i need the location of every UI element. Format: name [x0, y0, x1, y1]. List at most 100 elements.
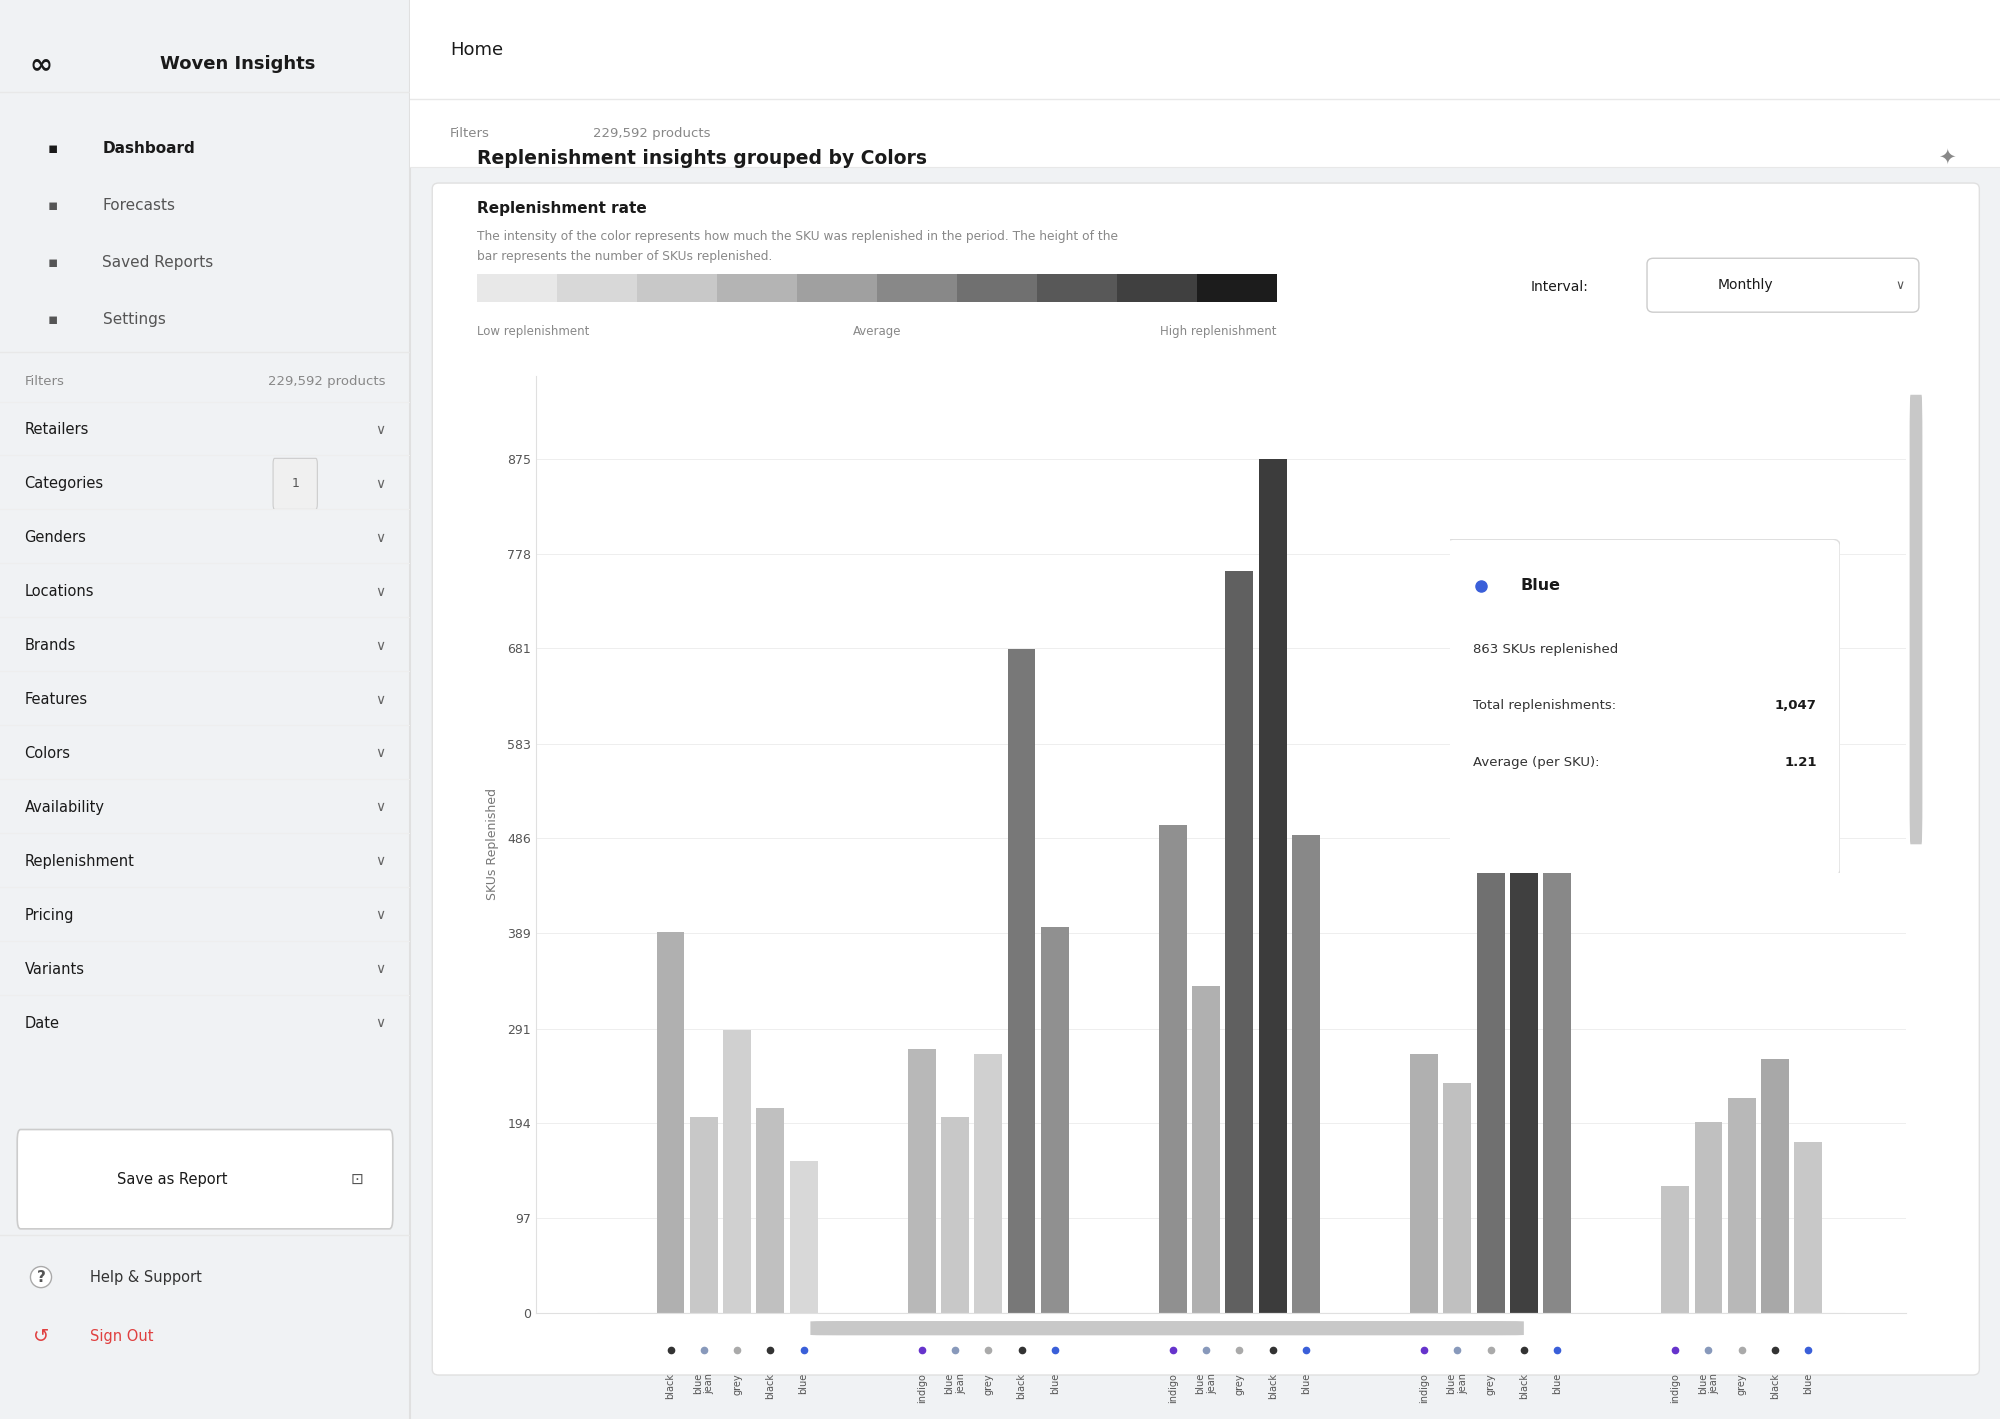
Text: ▪: ▪ [48, 199, 58, 213]
Text: ∨: ∨ [376, 854, 386, 868]
Text: Blue: Blue [1520, 579, 1560, 593]
Bar [1794, 1142, 1822, 1313]
Text: ∞: ∞ [30, 50, 52, 78]
Text: blue
jean: blue jean [1698, 1374, 1720, 1395]
Text: Home: Home [450, 41, 502, 58]
Text: Brands: Brands [24, 639, 76, 653]
Text: Forecasts: Forecasts [102, 199, 176, 213]
Bar [1158, 824, 1186, 1313]
Text: grey: grey [732, 1374, 742, 1395]
Text: Settings: Settings [102, 312, 166, 326]
Bar [1762, 1059, 1788, 1313]
Bar [908, 1049, 936, 1313]
Text: blue: blue [1552, 1374, 1562, 1395]
Text: ↺: ↺ [32, 1327, 50, 1347]
Text: indigo: indigo [1168, 1374, 1178, 1403]
Text: Replenishment: Replenishment [24, 854, 134, 868]
Text: Retailers: Retailers [24, 423, 88, 437]
Text: grey: grey [1736, 1374, 1746, 1395]
Bar [724, 1030, 752, 1313]
Text: grey: grey [1234, 1374, 1244, 1395]
Text: 1: 1 [292, 477, 300, 491]
Text: Categories: Categories [24, 477, 104, 491]
Bar [1258, 458, 1286, 1313]
FancyBboxPatch shape [18, 1130, 392, 1229]
Text: Sign Out: Sign Out [90, 1330, 154, 1344]
FancyBboxPatch shape [274, 458, 318, 509]
Text: black: black [766, 1374, 776, 1399]
Text: grey: grey [1486, 1374, 1496, 1395]
Text: ∨: ∨ [376, 962, 386, 976]
Text: blue: blue [1050, 1374, 1060, 1395]
Text: ∨: ∨ [376, 746, 386, 761]
Text: blue
jean: blue jean [1196, 1374, 1216, 1395]
Bar [1008, 650, 1036, 1313]
Text: grey: grey [984, 1374, 994, 1395]
FancyBboxPatch shape [432, 183, 1980, 1375]
Bar [790, 1161, 818, 1313]
Text: Filters: Filters [450, 126, 490, 140]
Text: black: black [1518, 1374, 1528, 1399]
Text: ∨: ∨ [376, 477, 386, 491]
Text: High replenishment: High replenishment [1160, 325, 1276, 338]
Text: blue: blue [1804, 1374, 1814, 1395]
Text: Low replenishment: Low replenishment [476, 325, 590, 338]
Bar [1476, 688, 1504, 1313]
FancyBboxPatch shape [476, 274, 556, 302]
Text: Filters: Filters [24, 375, 64, 389]
FancyBboxPatch shape [1116, 274, 1196, 302]
Text: ∨: ∨ [376, 639, 386, 653]
Text: 1.21: 1.21 [1784, 756, 1816, 769]
Text: ∨: ∨ [376, 692, 386, 707]
Text: Total replenishments:: Total replenishments: [1474, 700, 1616, 712]
Text: Woven Insights: Woven Insights [160, 55, 316, 72]
Text: ∨: ∨ [376, 1016, 386, 1030]
Bar [690, 1118, 718, 1313]
Bar [974, 1054, 1002, 1313]
Text: Average: Average [852, 325, 900, 338]
Bar [1444, 1083, 1472, 1313]
Text: black: black [1016, 1374, 1026, 1399]
Text: ▪: ▪ [48, 142, 58, 156]
FancyBboxPatch shape [956, 274, 1036, 302]
Text: ?: ? [36, 1270, 46, 1284]
Text: Save as Report: Save as Report [116, 1172, 228, 1186]
FancyBboxPatch shape [410, 0, 2000, 99]
FancyBboxPatch shape [1446, 539, 1840, 876]
Bar [1662, 1186, 1690, 1313]
Text: blue
jean: blue jean [944, 1374, 966, 1395]
Bar [1544, 834, 1572, 1313]
Text: Variants: Variants [24, 962, 84, 976]
Text: Average (per SKU):: Average (per SKU): [1474, 756, 1600, 769]
Text: Availability: Availability [24, 800, 104, 815]
Text: 1,047: 1,047 [1774, 700, 1816, 712]
Text: blue
jean: blue jean [1446, 1374, 1468, 1395]
Text: Locations: Locations [24, 585, 94, 599]
Text: blue
jean: blue jean [692, 1374, 714, 1395]
Text: ∨: ∨ [376, 423, 386, 437]
Text: ∨: ∨ [376, 585, 386, 599]
Text: Features: Features [24, 692, 88, 707]
Bar [656, 932, 684, 1313]
Text: blue: blue [1300, 1374, 1310, 1395]
FancyBboxPatch shape [810, 1321, 1524, 1335]
Text: black: black [1770, 1374, 1780, 1399]
Text: Replenishment insights grouped by Colors: Replenishment insights grouped by Colors [476, 149, 926, 169]
Text: 863 SKUs replenished: 863 SKUs replenished [1474, 643, 1618, 656]
Text: indigo: indigo [1420, 1374, 1430, 1403]
FancyBboxPatch shape [1036, 274, 1116, 302]
Text: Replenishment rate: Replenishment rate [476, 201, 646, 216]
Bar [756, 1108, 784, 1313]
Text: Help & Support: Help & Support [90, 1270, 202, 1284]
Text: Colors: Colors [24, 746, 70, 761]
Text: indigo: indigo [1670, 1374, 1680, 1403]
FancyBboxPatch shape [796, 274, 876, 302]
Text: Genders: Genders [24, 531, 86, 545]
Text: Date: Date [24, 1016, 60, 1030]
Text: Pricing: Pricing [24, 908, 74, 922]
FancyBboxPatch shape [1910, 394, 1922, 844]
FancyBboxPatch shape [716, 274, 796, 302]
Bar [1728, 1098, 1756, 1313]
Text: 229,592 products: 229,592 products [268, 375, 386, 389]
Bar [1694, 1122, 1722, 1313]
